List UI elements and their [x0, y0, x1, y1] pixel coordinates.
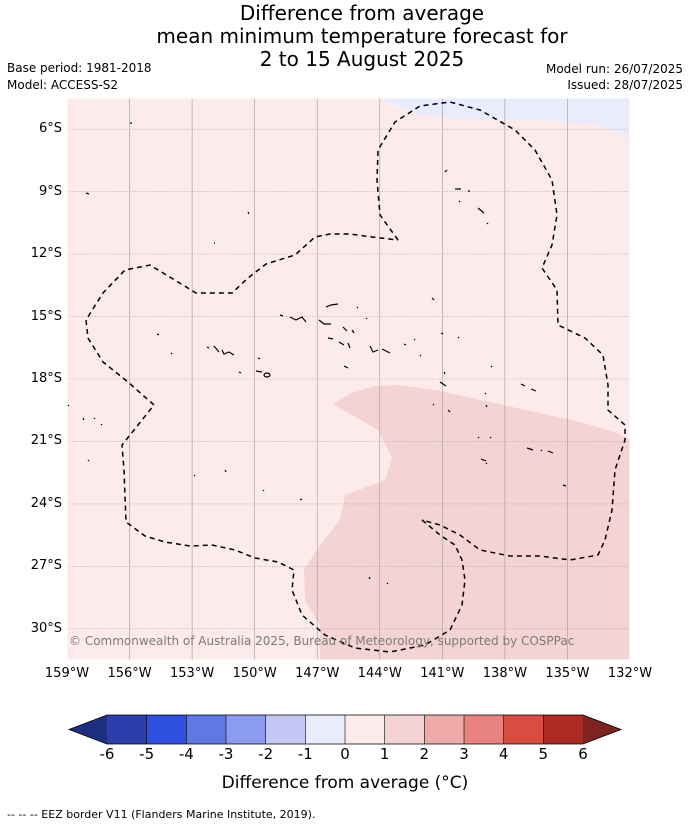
lon-tick-label: 150°W [232, 666, 277, 681]
colorbar-tick-label: 2 [419, 745, 430, 763]
title-line-2: mean minimum temperature forecast for [156, 24, 568, 48]
graticule [67, 98, 630, 660]
colorbar-tick-label: -1 [297, 745, 313, 763]
colorbar-tick-label: 3 [459, 745, 469, 763]
lat-tick-label: 18°S [30, 371, 62, 386]
eez-border [85, 233, 466, 653]
colorbar-swatch [146, 715, 187, 744]
colorbar-title: Difference from average (°C) [221, 773, 469, 793]
lon-tick-label: 147°W [295, 666, 340, 681]
colorbar-tick-label: 5 [538, 745, 549, 763]
colorbar-swatch [543, 715, 584, 744]
colorbar-tick-label: -6 [99, 745, 115, 763]
colorbar-swatch [265, 715, 306, 744]
colorbar-over-arrow [583, 715, 621, 744]
lon-tick-label: 138°W [482, 666, 527, 681]
lat-tick-label: 9°S [38, 183, 62, 199]
issued-date: Issued: 28/07/2025 [567, 78, 683, 92]
lat-tick-label: 24°S [30, 495, 62, 511]
colorbar-swatch [464, 715, 504, 744]
title-line-1: Difference from average [239, 1, 485, 25]
base-period: Base period: 1981-2018 [7, 61, 152, 75]
lat-tick-label: 21°S [30, 433, 62, 449]
lat-tick-label: 12°S [30, 246, 62, 262]
eez-footnote: -- -- -- EEZ border V11 (Flanders Marine… [7, 808, 316, 821]
lon-tick-label: 144°W [357, 666, 402, 681]
colorbar [67, 714, 623, 745]
lon-tick-label: 156°W [107, 666, 152, 681]
colorbar-swatch [107, 715, 147, 744]
anomaly-region-1-to-2 [304, 385, 630, 660]
lon-tick-label: 159°W [44, 666, 90, 681]
colorbar-tick-label: 1 [379, 745, 390, 763]
colorbar-swatch [186, 715, 227, 744]
lat-tick-label: 15°S [30, 308, 62, 324]
lon-tick-label: 132°W [607, 666, 653, 681]
model-name: Model: ACCESS-S2 [7, 78, 119, 92]
model-run: Model run: 26/07/2025 [545, 62, 683, 76]
colorbar-swatch [384, 715, 425, 744]
title-line-3: 2 to 15 August 2025 [259, 47, 465, 71]
lon-tick-label: 135°W [545, 666, 590, 681]
colorbar-swatch [345, 715, 385, 744]
lon-tick-label: 153°W [170, 666, 215, 681]
islands [67, 122, 567, 585]
colorbar-outline [67, 714, 623, 745]
colorbar-tick-label: -3 [218, 745, 234, 763]
eez-border [376, 101, 626, 561]
lon-tick-label: 141°W [420, 666, 465, 681]
lat-tick-label: 27°S [30, 558, 62, 574]
colorbar-under-arrow [69, 715, 107, 744]
copyright-notice: © Commonwealth of Australia 2025, Bureau… [69, 634, 575, 648]
lat-tick-label: 6°S [38, 121, 62, 137]
colorbar-swatch [226, 715, 266, 744]
colorbar-swatch [503, 715, 544, 744]
colorbar-tick-label: -2 [258, 745, 274, 763]
colorbar-tick-label: -4 [178, 745, 194, 763]
colorbar-tick-label: 4 [498, 745, 509, 763]
colorbar-tick-label: 6 [578, 745, 588, 763]
colorbar-swatch [424, 715, 465, 744]
colorbar-tick-label: 0 [340, 745, 350, 763]
lat-tick-label: 30°S [30, 620, 62, 636]
colorbar-swatch [305, 715, 346, 744]
colorbar-tick-label: -5 [139, 745, 155, 763]
anomaly-region-minus1-to-0 [378, 98, 630, 140]
